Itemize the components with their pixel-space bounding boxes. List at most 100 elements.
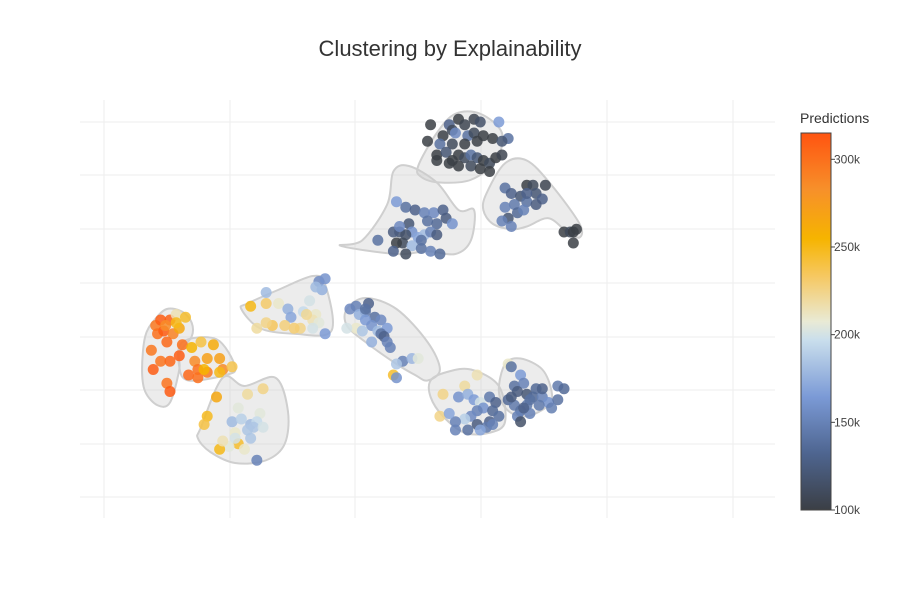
scatter-point (434, 248, 446, 260)
scatter-point (229, 432, 241, 444)
scatter-point (257, 421, 269, 433)
scatter-point (195, 336, 207, 348)
scatter-point (471, 369, 483, 381)
scatter-point (350, 300, 362, 312)
scatter-point (356, 325, 368, 337)
scatter-point (179, 311, 191, 323)
scatter-point (415, 234, 427, 246)
scatter-point (217, 435, 229, 447)
scatter-point (279, 320, 291, 331)
scatter-point (282, 303, 294, 315)
scatter-point (422, 215, 433, 227)
scatter-point (366, 336, 378, 348)
scatter-point (235, 413, 247, 425)
scatter-point (403, 218, 415, 230)
scatter-point (521, 188, 533, 199)
scatter-point (499, 201, 511, 213)
scatter-point (260, 287, 272, 298)
scatter-point (437, 130, 449, 142)
scatter-point (155, 355, 167, 367)
scatter-point (487, 419, 499, 430)
scatter-point (521, 196, 533, 208)
scatter-point (518, 402, 530, 414)
scatter-point (189, 355, 201, 367)
scatter-point (496, 149, 508, 161)
scatter-point (443, 157, 455, 169)
scatter-point (390, 237, 402, 249)
scatter-point (428, 207, 440, 219)
scatter-point (546, 402, 558, 414)
scatter-point (211, 391, 223, 403)
scatter-point (173, 350, 185, 362)
scatter-point (493, 116, 505, 128)
scatter-point (446, 218, 458, 230)
scatter-point (567, 237, 579, 249)
scatter-point (372, 234, 384, 246)
scatter-point (400, 229, 412, 241)
scatter-point (536, 383, 548, 395)
scatter-point (453, 391, 465, 403)
scatter-point (493, 410, 505, 422)
colorbar-tick-label: 100k (834, 503, 861, 517)
scatter-point (207, 339, 219, 351)
scatter-point (257, 383, 269, 395)
scatter-point (359, 303, 371, 315)
scatter-point (400, 201, 412, 213)
scatter-point (251, 454, 263, 466)
scatter-point (418, 207, 430, 219)
scatter-point (384, 342, 396, 353)
scatter-point (304, 295, 316, 307)
colorbar-tick-label: 300k (834, 152, 861, 166)
scatter-point (437, 388, 449, 400)
scatter-point (409, 204, 421, 216)
scatter-point (431, 229, 443, 241)
scatter-point (201, 353, 213, 364)
colorbar-tick-label: 200k (834, 328, 861, 342)
scatter-point (176, 339, 188, 351)
cluster-hull-10 (481, 157, 584, 239)
scatter-point (198, 419, 210, 430)
scatter-point (515, 369, 527, 381)
scatter-point (446, 138, 458, 150)
scatter-point (242, 388, 254, 400)
scatter-point (449, 424, 461, 436)
colorbar-tick-label: 250k (834, 240, 861, 254)
scatter-points (145, 113, 582, 466)
scatter-point (471, 135, 483, 147)
scatter-point (505, 391, 517, 403)
scatter-point (161, 336, 173, 348)
scatter-point (474, 163, 486, 175)
scatter-point (453, 160, 465, 172)
scatter-point (412, 353, 424, 364)
scatter-point (214, 353, 226, 364)
scatter-point (341, 322, 353, 334)
scatter-point (434, 410, 446, 422)
scatter-point (390, 196, 402, 208)
scatter-point (505, 361, 517, 373)
scatter-point (145, 344, 157, 356)
scatter-point (539, 179, 551, 191)
scatter-point (437, 204, 449, 216)
scatter-point (440, 146, 452, 158)
scatter-point (170, 317, 182, 329)
scatter-point (161, 377, 173, 389)
scatter-point (214, 443, 226, 455)
scatter-point (164, 386, 176, 397)
scatter-point (251, 322, 263, 334)
scatter-point (518, 204, 530, 216)
scatter-point (186, 342, 198, 353)
scatter-point (245, 300, 257, 312)
scatter-point (232, 402, 244, 414)
scatter-point (558, 383, 570, 395)
scatter-point (474, 116, 486, 128)
scatter-point (484, 166, 496, 177)
scatter-point (183, 369, 195, 381)
scatter-point (474, 424, 486, 436)
scatter-point (468, 127, 480, 139)
scatter-point (443, 408, 455, 419)
scatter-point (530, 199, 542, 210)
scatter-point (496, 135, 508, 147)
scatter-point (431, 155, 443, 166)
